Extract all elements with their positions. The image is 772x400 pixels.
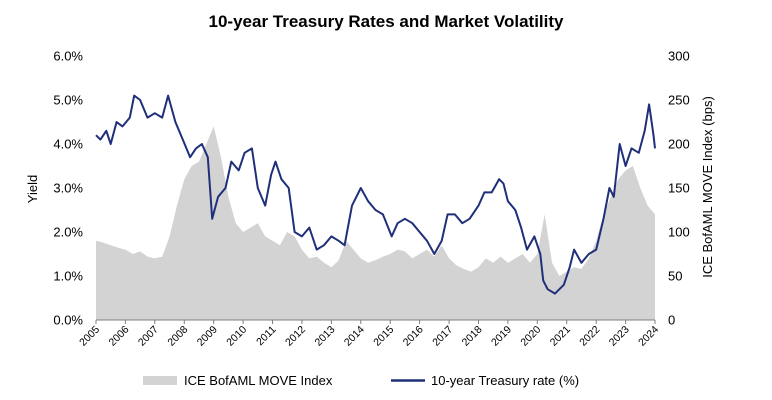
x-tick-label: 2011 (254, 324, 279, 349)
x-tick-label: 2013 (313, 324, 338, 349)
y-right-tick-label: 100 (668, 225, 690, 240)
series-treasury-line (95, 94, 656, 295)
y-right-tick-label: 50 (668, 269, 682, 284)
x-tick-label: 2016 (401, 324, 426, 349)
y-left-tick-label: 4.0% (53, 137, 83, 152)
x-tick-label: 2022 (577, 324, 602, 349)
y-axis-left-label: Yield (25, 175, 40, 203)
x-tick-label: 2007 (136, 324, 161, 349)
x-tick-label: 2020 (518, 324, 543, 349)
legend: ICE BofAML MOVE Index 10-year Treasury r… (143, 373, 579, 388)
y-left-tick-label: 1.0% (53, 269, 83, 284)
chart-title: 10-year Treasury Rates and Market Volati… (209, 12, 565, 31)
x-tick-label: 2017 (430, 324, 455, 349)
x-tick-label: 2014 (342, 324, 367, 349)
y-left-tick-label: 3.0% (53, 181, 83, 196)
x-tick-label: 2023 (607, 324, 632, 349)
x-tick-label: 2015 (371, 324, 396, 349)
plot-area (95, 94, 656, 321)
x-tick-label: 2019 (489, 324, 514, 349)
y-right-tick-label: 200 (668, 137, 690, 152)
legend-swatch-move (143, 376, 177, 385)
y-left-tick-label: 5.0% (53, 93, 83, 108)
series-move-area (96, 126, 655, 321)
y-left-tick-label: 0.0% (53, 313, 83, 328)
y-axis-left: 0.0% 1.0% 2.0% 3.0% 4.0% 5.0% 6.0% (53, 49, 83, 328)
legend-label-treasury: 10-year Treasury rate (%) (431, 373, 579, 388)
y-right-tick-label: 150 (668, 181, 690, 196)
y-right-tick-label: 250 (668, 93, 690, 108)
x-tick-label: 2009 (195, 324, 220, 349)
x-tick-label: 2008 (165, 324, 190, 349)
x-tick-label: 2010 (224, 324, 249, 349)
y-left-tick-label: 2.0% (53, 225, 83, 240)
y-axis-right: 0 50 100 150 200 250 300 (668, 49, 690, 328)
x-tick-label: 2024 (636, 324, 661, 349)
x-axis: 2005 2006 2007 2008 2009 2010 2011 2012 2013 2014… (77, 320, 661, 349)
x-tick-label: 2018 (460, 324, 485, 349)
x-tick-label: 2021 (548, 324, 573, 349)
x-tick-label: 2012 (283, 324, 308, 349)
legend-label-move: ICE BofAML MOVE Index (184, 373, 333, 388)
y-right-tick-label: 0 (668, 313, 675, 328)
y-axis-right-label: ICE BofAML MOVE Index (bps) (700, 96, 715, 278)
x-tick-label: 2006 (107, 324, 132, 349)
y-left-tick-label: 6.0% (53, 49, 83, 64)
y-right-tick-label: 300 (668, 49, 690, 64)
